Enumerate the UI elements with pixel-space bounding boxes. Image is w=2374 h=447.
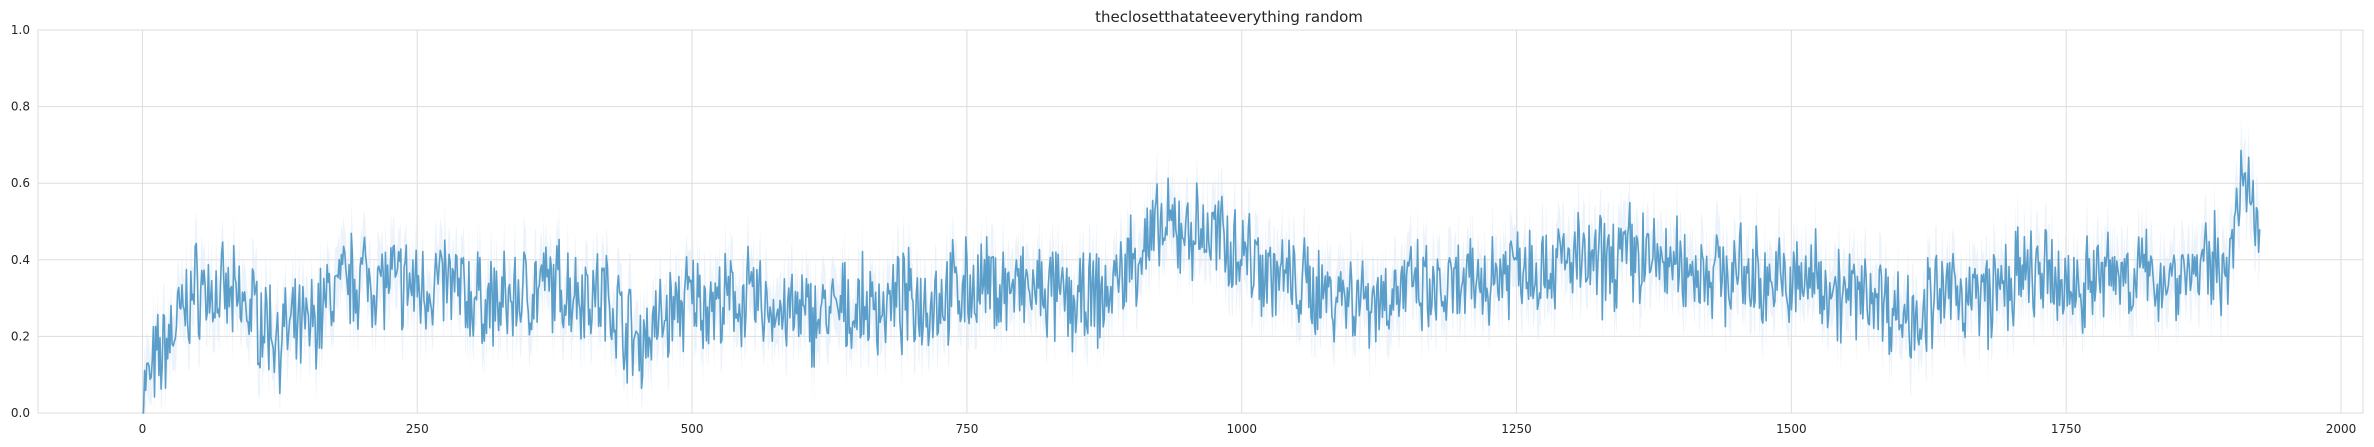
y-tick-label: 0.6 — [11, 176, 30, 190]
x-tick-label: 2000 — [2326, 422, 2357, 436]
series-line — [142, 149, 2261, 414]
y-tick-label: 0.8 — [11, 100, 30, 114]
x-tick-label: 750 — [955, 422, 978, 436]
x-tick-label: 1000 — [1226, 422, 1257, 436]
x-tick-label: 1750 — [2051, 422, 2082, 436]
chart-title: theclosetthatateeverything random — [1095, 8, 1363, 26]
series-line-layer — [142, 149, 2261, 414]
axis-layer: 0 250 500 750 1000 1250 1500 1750 2000 0.0 0.2 0.4 0… — [11, 23, 2356, 436]
x-tick-label: 0 — [139, 422, 147, 436]
x-tick-label: 1250 — [1501, 422, 1532, 436]
y-tick-label: 0.4 — [11, 253, 30, 267]
y-tick-label: 0.0 — [11, 406, 30, 420]
x-tick-label: 250 — [406, 422, 429, 436]
y-tick-label: 0.2 — [11, 329, 30, 343]
y-tick-label: 1.0 — [11, 23, 30, 37]
x-tick-label: 500 — [681, 422, 704, 436]
x-tick-label: 1500 — [1776, 422, 1807, 436]
